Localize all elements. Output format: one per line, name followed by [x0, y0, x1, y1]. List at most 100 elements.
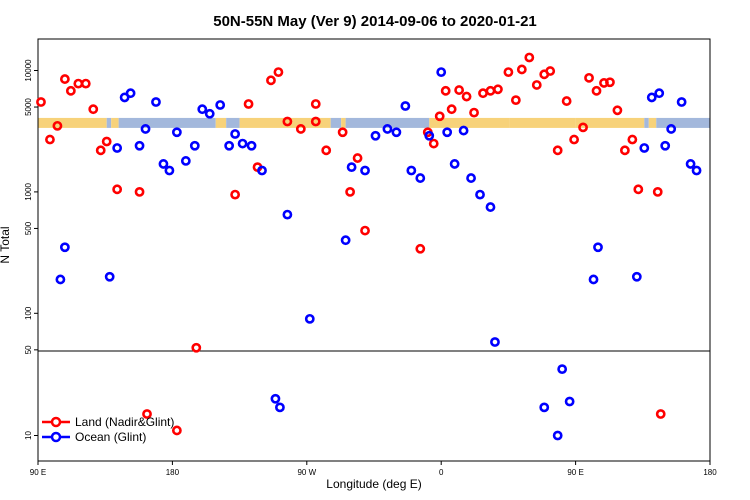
- land-point: [605, 77, 615, 88]
- land-point: [59, 74, 70, 84]
- land-point: [552, 145, 563, 156]
- ocean-point: [588, 274, 599, 285]
- land-point: [171, 425, 182, 436]
- ocean-point: [631, 271, 642, 282]
- land-point: [446, 104, 457, 115]
- band-segment-land: [648, 117, 657, 128]
- land-point: [619, 145, 630, 156]
- land-point: [531, 80, 542, 90]
- ocean-point: [257, 165, 267, 176]
- ocean-point: [134, 140, 145, 151]
- band-segment-ocean: [644, 117, 649, 128]
- land-point: [88, 104, 99, 115]
- ocean-point: [660, 140, 671, 151]
- ocean-point: [391, 127, 402, 138]
- ocean-point: [246, 140, 257, 151]
- land-point: [516, 64, 527, 75]
- ocean-point: [490, 337, 500, 347]
- land-point: [360, 225, 370, 236]
- land-point: [321, 145, 332, 156]
- land-point: [428, 138, 439, 149]
- ocean-point: [55, 274, 66, 285]
- ocean-point: [164, 165, 175, 176]
- ocean-point: [171, 127, 182, 138]
- ocean-point: [424, 130, 435, 141]
- ocean-point: [552, 430, 563, 441]
- ocean-point: [415, 173, 426, 183]
- land-point: [337, 127, 348, 138]
- ocean-point: [270, 393, 281, 404]
- land-point: [545, 66, 556, 76]
- land-point: [73, 78, 84, 89]
- ocean-point: [646, 92, 657, 103]
- band-segment-land: [429, 117, 510, 128]
- land-point: [652, 186, 663, 197]
- ocean-point: [449, 159, 460, 169]
- x-tick-label: 0: [439, 468, 444, 477]
- land-point: [485, 85, 496, 96]
- band-segment-ocean: [330, 117, 342, 128]
- plot-frame: [37, 38, 711, 462]
- land-point: [52, 120, 63, 131]
- land-point: [434, 111, 445, 122]
- ocean-point: [564, 396, 575, 407]
- legend-land-label: Land (Nadir&Glint): [75, 415, 174, 429]
- ocean-point: [197, 104, 208, 115]
- ocean-point: [224, 140, 235, 151]
- land-point: [524, 52, 535, 63]
- band-segment-ocean: [345, 117, 430, 128]
- land-point: [134, 186, 145, 197]
- land-point: [415, 243, 426, 254]
- y-tick-label: 5000: [24, 98, 33, 116]
- ocean-point: [180, 156, 191, 166]
- legend-land-marker: [50, 416, 62, 428]
- ocean-point: [346, 162, 357, 173]
- ocean-point: [360, 165, 370, 176]
- ocean-point: [557, 364, 568, 375]
- chart-title: 50N-55N May (Ver 9) 2014-09-06 to 2020-0…: [213, 13, 537, 30]
- land-point: [454, 85, 465, 95]
- ocean-point: [466, 173, 476, 183]
- ocean-point: [370, 130, 381, 141]
- y-tick-label: 100: [24, 306, 33, 320]
- ocean-point: [593, 242, 603, 253]
- land-point: [469, 107, 479, 118]
- land-point: [510, 95, 521, 106]
- ocean-point: [475, 189, 485, 200]
- ocean-point: [189, 140, 200, 151]
- ocean-point: [125, 88, 136, 99]
- land-point: [142, 409, 152, 419]
- band-segment-ocean: [106, 117, 112, 128]
- ocean-point: [691, 165, 702, 176]
- land-point: [243, 99, 254, 109]
- legend-ocean-marker: [50, 431, 62, 443]
- land-point: [282, 116, 293, 127]
- land-point: [578, 122, 588, 133]
- land-point: [440, 85, 451, 96]
- ocean-point: [442, 127, 453, 138]
- ocean-point: [151, 97, 161, 107]
- land-point: [612, 105, 623, 116]
- land-point: [112, 184, 123, 195]
- land-point: [584, 72, 594, 83]
- band-segment-land: [38, 117, 107, 128]
- ocean-point: [666, 124, 677, 134]
- x-tick-label: 180: [703, 468, 717, 477]
- band-segment-ocean: [118, 117, 216, 128]
- land-point: [655, 409, 666, 419]
- band-segment-land: [215, 117, 227, 128]
- ocean-point: [112, 143, 123, 153]
- y-tick-label: 10000: [24, 59, 33, 82]
- ocean-point: [436, 67, 447, 78]
- land-point: [478, 88, 488, 99]
- ocean-point: [340, 235, 351, 246]
- land-point: [295, 124, 306, 134]
- ocean-point: [485, 202, 496, 212]
- band-segment-land: [111, 117, 119, 128]
- land-point: [591, 85, 602, 96]
- land-point: [36, 97, 46, 107]
- ocean-point: [539, 402, 550, 413]
- ocean-point: [230, 129, 241, 139]
- ocean-point: [59, 242, 70, 253]
